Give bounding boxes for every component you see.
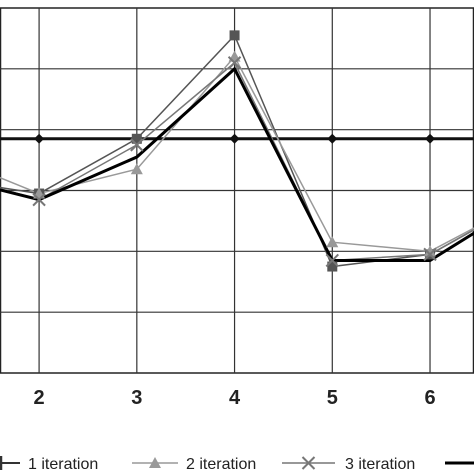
x-tick-label-2: 2 (34, 387, 45, 409)
series-line-s_x (0, 61, 474, 262)
data-point-s_x-2 (32, 192, 46, 207)
legend-label-2: 2 iteration (186, 456, 256, 473)
series-line-s_bold (0, 66, 474, 262)
data-point-s_tri-6 (424, 245, 437, 257)
series-line-s_tri (0, 55, 474, 253)
legend-label-3: 3 iteration (345, 456, 415, 473)
data-point-s_tri-5 (326, 236, 339, 248)
x-tick-label-5: 5 (327, 387, 338, 409)
x-tick-label-4: 4 (229, 387, 241, 409)
series-line-s_sq (0, 34, 474, 268)
data-point-s_x-6 (423, 247, 437, 262)
legend-marker-3 (301, 456, 316, 470)
data-point-s_ref-5 (327, 133, 338, 144)
data-point-s_ref-2 (34, 133, 45, 144)
data-point-s_sq-5 (327, 261, 338, 272)
data-point-s_x-4 (227, 56, 242, 70)
data-point-s_tri-3 (130, 163, 143, 175)
data-point-s_x-5 (325, 253, 339, 268)
x-tick-label-3: 3 (131, 387, 142, 409)
gridlines (0, 8, 474, 373)
series-lines (0, 34, 474, 268)
data-point-s_x-3 (130, 138, 144, 152)
legend-label-1: 1 iteration (28, 456, 98, 473)
x-tick-label-6: 6 (424, 387, 435, 409)
x-axis-tick-labels: 2 3 4 5 6 (34, 387, 436, 409)
legend-marker-2 (149, 457, 161, 468)
data-point-s_sq-4 (229, 30, 240, 41)
legend: 1 iteration 2 iteration 3 iteration (0, 456, 474, 473)
data-point-s_sq-3 (131, 133, 142, 144)
data-markers (32, 30, 437, 272)
data-point-s_ref-6 (425, 133, 436, 144)
data-point-s_ref-4 (229, 133, 240, 144)
data-point-s_tri-4 (228, 50, 241, 62)
